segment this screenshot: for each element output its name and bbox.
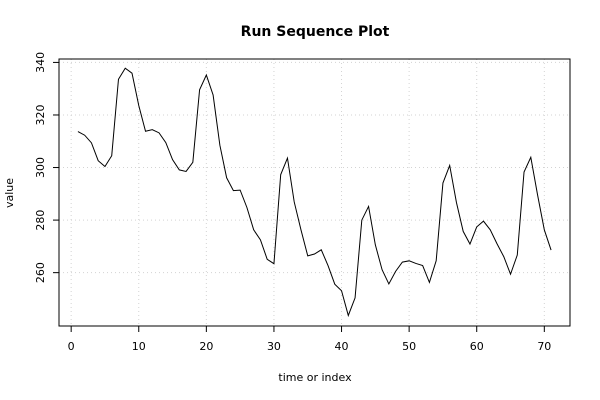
x-tick-label: 30 <box>267 340 281 353</box>
y-axis-label: value <box>3 178 16 208</box>
x-tick-label: 70 <box>537 340 551 353</box>
x-tick-label: 40 <box>335 340 349 353</box>
x-tick-label: 60 <box>470 340 484 353</box>
x-tick-label: 20 <box>199 340 213 353</box>
x-axis: 0 10 20 30 40 50 60 70 <box>68 326 551 353</box>
y-tick-label: 280 <box>34 210 47 231</box>
grid-lines <box>59 59 570 326</box>
x-axis-label: time or index <box>278 371 352 384</box>
y-tick-label: 300 <box>34 157 47 178</box>
y-tick-label: 320 <box>34 104 47 125</box>
x-tick-label: 50 <box>402 340 416 353</box>
plot-frame <box>58 58 571 327</box>
y-axis: 260 280 300 320 340 <box>34 52 59 283</box>
x-tick-label: 0 <box>68 340 75 353</box>
chart-title: Run Sequence Plot <box>241 24 390 40</box>
y-tick-label: 340 <box>34 52 47 73</box>
x-tick-label: 10 <box>132 340 146 353</box>
y-tick-label: 260 <box>34 262 47 283</box>
data-series-line <box>77 67 552 318</box>
